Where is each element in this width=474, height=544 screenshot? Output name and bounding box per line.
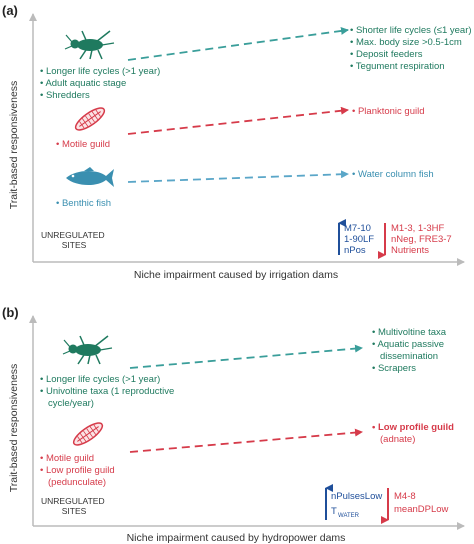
macro-left-trait: • Longer life cycles (>1 year) (40, 374, 160, 385)
panel-a-diatom-left: • Motile guild (56, 139, 110, 150)
panel-a-unregulated-label: UNREGULATED SITES (41, 230, 107, 250)
macro-right-trait: dissemination (380, 351, 438, 362)
fish-icon (66, 167, 114, 187)
panel-a-diatom-right: • Planktonic guild (352, 106, 425, 117)
macro-right-trait: • Shorter life cycles (≤1 year) (350, 25, 472, 36)
diatom-icon (74, 107, 106, 131)
panel-a-macro-left: • Longer life cycles (>1 year) • Adult a… (40, 66, 163, 101)
panel-a-diatom-arrow (127, 106, 349, 135)
macro-right-trait: • Scrapers (372, 363, 416, 374)
panel-b-decrease-vars: M4-8 meanDPLow (394, 491, 449, 515)
macro-left-trait: • Adult aquatic stage (40, 78, 126, 89)
panel-b-x-axis-label: Niche impairment caused by hydropower da… (127, 532, 346, 544)
panel-b-increase-subscript: WATER (338, 513, 360, 519)
panel-a-fish-right: • Water column fish (352, 169, 434, 180)
panel-b-diatom-arrow (129, 428, 363, 453)
macro-right-trait: • Deposit feeders (350, 49, 423, 60)
panel-b-unregulated-label: UNREGULATED SITES (41, 496, 107, 516)
panel-b-y-axis-label: Trait-based responsiveness (8, 364, 20, 493)
macro-left-trait: cycle/year) (48, 398, 94, 409)
macro-left-trait: • Univoltine taxa (1 reproductive (40, 386, 174, 397)
diatom-icon (72, 422, 104, 446)
panel-a-macro-right: • Shorter life cycles (≤1 year) • Max. b… (350, 25, 474, 72)
macro-right-trait: • Tegument respiration (350, 61, 445, 72)
panel-b-diatom-right: • Low profile guild (adnate) (372, 422, 457, 445)
insect-icon (64, 30, 115, 60)
panel-b-increase-vars: nPulsesLow T (331, 491, 385, 517)
panel-b-diatom-left: • Motile guild • Low profile guild (pedu… (40, 453, 117, 488)
panel-b: (b) Trait-based responsiveness Niche imp… (2, 305, 465, 544)
panel-a-fish-left: • Benthic fish (56, 198, 111, 209)
insect-icon (62, 335, 113, 365)
panel-a-macro-arrow (127, 26, 349, 61)
panel-a-fish-arrow (127, 170, 349, 183)
panel-a-x-axis-label: Niche impairment caused by irrigation da… (134, 269, 338, 281)
panel-a-label: (a) (2, 3, 18, 18)
panel-a: (a) Trait-based responsiveness Niche imp… (2, 3, 474, 281)
panel-a-decrease-vars: M1-3, 1-3HF nNeg, FRE3-7 Nutrients (391, 223, 454, 256)
macro-left-trait: • Longer life cycles (>1 year) (40, 66, 160, 77)
macro-right-trait: • Aquatic passive (372, 339, 444, 350)
panel-b-macro-left: • Longer life cycles (>1 year) • Univolt… (40, 374, 177, 409)
panel-a-increase-vars: M7-10 1-90LF nPos (344, 223, 377, 256)
panel-b-label: (b) (2, 305, 19, 320)
panel-a-y-axis-label: Trait-based responsiveness (8, 81, 20, 210)
panel-b-macro-right: • Multivoltine taxa • Aquatic passive di… (372, 327, 449, 374)
macro-right-trait: • Max. body size >0.5-1cm (350, 37, 462, 48)
macro-right-trait: • Multivoltine taxa (372, 327, 447, 338)
panel-b-macro-arrow (129, 344, 363, 369)
macro-left-trait: • Shredders (40, 90, 90, 101)
